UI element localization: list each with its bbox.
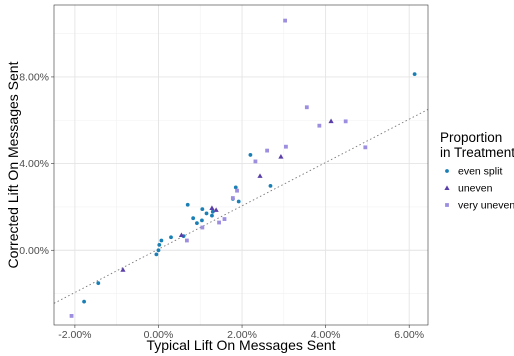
point-uneven — [120, 267, 126, 272]
legend-title-line-2: in Treatment — [440, 145, 514, 160]
point-very-uneven — [265, 148, 270, 153]
point-very-uneven — [317, 123, 322, 128]
legend-label: uneven — [458, 183, 493, 195]
point-very-uneven — [184, 238, 189, 243]
x-tick-label: 2.00% — [227, 329, 257, 341]
point-even-split — [204, 211, 209, 216]
x-tick-label: -2.00% — [58, 329, 91, 341]
legend: Proportion in Treatment even split uneven… — [440, 130, 514, 212]
legend-key-even-split — [445, 169, 449, 173]
y-axis-ticks: 0.00% 4.00% 8.00% — [19, 72, 54, 257]
point-uneven — [209, 205, 215, 210]
point-very-uneven — [363, 145, 368, 150]
x-tick-label: 6.00% — [394, 329, 424, 341]
point-even-split — [195, 221, 199, 226]
point-uneven — [178, 232, 185, 238]
point-very-uneven — [69, 314, 74, 318]
point-very-uneven — [253, 159, 258, 164]
point-very-uneven — [217, 220, 221, 225]
point-even-split — [200, 218, 204, 223]
point-very-uneven — [284, 144, 288, 149]
point-even-split — [96, 281, 101, 286]
legend-item: even split — [445, 166, 502, 178]
point-uneven — [278, 154, 284, 159]
legend-items: even split uneven very uneven — [444, 166, 514, 212]
point-very-uneven — [200, 225, 205, 230]
point-even-split — [236, 199, 241, 204]
y-axis-title: Corrected Lift On Messages Sent — [5, 61, 21, 268]
legend-label: even split — [458, 166, 502, 178]
point-even-split — [159, 238, 164, 243]
reference-line — [53, 109, 429, 304]
x-axis-ticks: -2.00% 0.00% 2.00% 4.00% 6.00% — [58, 325, 424, 341]
point-even-split — [412, 72, 417, 77]
legend-key-uneven — [444, 185, 450, 190]
point-even-split — [156, 248, 161, 253]
x-axis-title: Typical Lift On Messages Sent — [146, 337, 335, 353]
point-even-split — [268, 184, 273, 188]
legend-item: uneven — [444, 183, 493, 195]
legend-title-line-1: Proportion — [440, 130, 502, 145]
y-tick-label: 4.00% — [19, 158, 49, 170]
point-even-split — [200, 207, 205, 211]
point-even-split — [154, 252, 159, 257]
y-tick-label: 8.00% — [19, 72, 49, 84]
grid — [54, 5, 428, 325]
point-even-split — [82, 299, 86, 304]
point-even-split — [233, 185, 238, 190]
point-very-uneven — [230, 196, 235, 200]
x-tick-label: 0.00% — [144, 329, 174, 341]
point-uneven — [213, 207, 219, 212]
point-even-split — [210, 209, 215, 214]
point-even-split — [157, 242, 162, 247]
legend-key-very-uneven — [445, 203, 449, 207]
legend-label: very uneven — [458, 200, 514, 212]
legend-item: very uneven — [445, 200, 514, 212]
point-very-uneven — [235, 188, 239, 193]
point-uneven — [257, 173, 263, 178]
point-even-split — [169, 235, 173, 240]
point-uneven — [328, 118, 334, 124]
plot-panel-border — [53, 4, 429, 326]
x-tick-label: 4.00% — [311, 329, 341, 341]
point-very-uneven — [304, 105, 309, 110]
point-even-split — [191, 216, 196, 221]
point-very-uneven — [222, 217, 227, 221]
data-points — [69, 18, 417, 318]
point-even-split — [185, 202, 190, 207]
point-even-split — [210, 213, 214, 218]
point-even-split — [248, 153, 253, 157]
point-very-uneven — [283, 18, 287, 23]
point-very-uneven — [343, 119, 348, 124]
y-tick-label: 0.00% — [19, 245, 49, 257]
